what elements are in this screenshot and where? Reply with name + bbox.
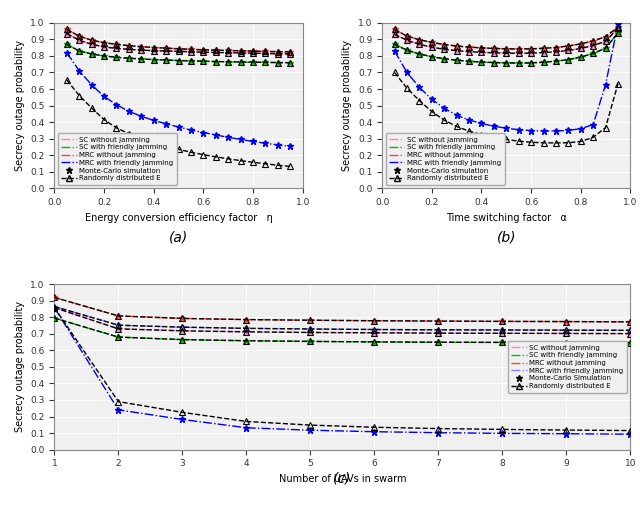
Y-axis label: Secrecy outage probability: Secrecy outage probability xyxy=(15,301,25,432)
X-axis label: Energy conversion efficiency factor   η: Energy conversion efficiency factor η xyxy=(84,212,273,223)
Y-axis label: Secrecy outage probability: Secrecy outage probability xyxy=(342,40,353,171)
Text: (c): (c) xyxy=(333,471,351,486)
Text: (a): (a) xyxy=(169,230,188,244)
Legend: SC without jamming, SC with friendly jamming, MRC without jamming, MRC with frie: SC without jamming, SC with friendly jam… xyxy=(385,133,505,185)
Legend: SC without jamming, SC with friendly jamming, MRC without jamming, MRC with frie: SC without jamming, SC with friendly jam… xyxy=(58,133,177,185)
Legend: SC without jamming, SC with friendly jamming, MRC without jamming, MRC with frie: SC without jamming, SC with friendly jam… xyxy=(508,341,627,393)
X-axis label: Number of UAVs in swarm: Number of UAVs in swarm xyxy=(278,474,406,484)
X-axis label: Time switching factor   α: Time switching factor α xyxy=(446,212,566,223)
Y-axis label: Secrecy outage probability: Secrecy outage probability xyxy=(15,40,25,171)
Text: (b): (b) xyxy=(497,230,516,244)
